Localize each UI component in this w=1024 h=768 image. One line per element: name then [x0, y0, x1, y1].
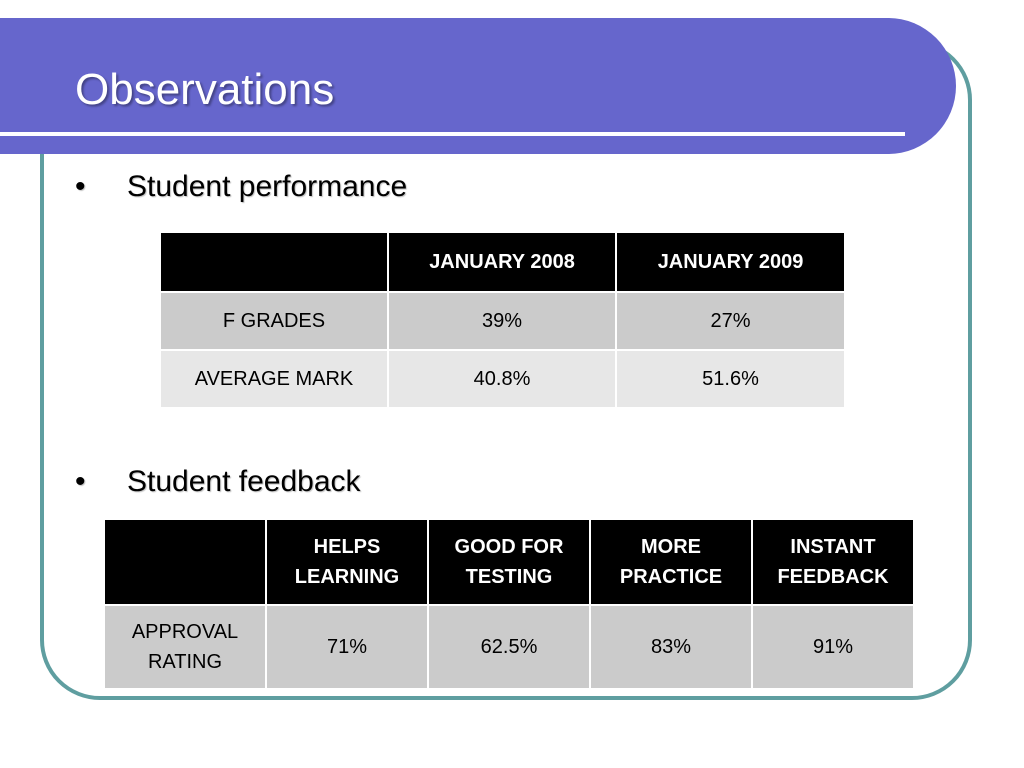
row-label: F GRADES [159, 291, 389, 351]
header-cell: INSTANT FEEDBACK [751, 518, 915, 606]
row-label: APPROVAL RATING [103, 604, 267, 690]
feedback-table: HELPS LEARNING GOOD FOR TESTING MORE PRA… [103, 518, 915, 690]
table-cell: 40.8% [387, 349, 617, 409]
title-band [0, 18, 956, 154]
table-cell: 62.5% [427, 604, 591, 690]
header-cell [103, 518, 267, 606]
table-row: AVERAGE MARK 40.8% 51.6% [159, 349, 846, 409]
header-cell [159, 231, 389, 293]
header-cell: HELPS LEARNING [265, 518, 429, 606]
table-header-row: JANUARY 2008 JANUARY 2009 [159, 231, 846, 293]
table-cell: 91% [751, 604, 915, 690]
table-header-row: HELPS LEARNING GOOD FOR TESTING MORE PRA… [103, 518, 915, 606]
table-row: APPROVAL RATING 71% 62.5% 83% 91% [103, 604, 915, 690]
table-row: F GRADES 39% 27% [159, 291, 846, 351]
table-cell: 39% [387, 291, 617, 351]
table-cell: 27% [615, 291, 846, 351]
table-cell: 83% [589, 604, 753, 690]
header-cell: GOOD FOR TESTING [427, 518, 591, 606]
bullet-marker: • [75, 170, 86, 203]
table-cell: 51.6% [615, 349, 846, 409]
slide-title: Observations [75, 65, 335, 114]
header-cell: JANUARY 2008 [387, 231, 617, 293]
performance-table: JANUARY 2008 JANUARY 2009 F GRADES 39% 2… [159, 231, 846, 409]
bullet-text: Student feedback [127, 465, 361, 498]
bullet-text: Student performance [127, 170, 408, 203]
header-cell: MORE PRACTICE [589, 518, 753, 606]
title-underline [0, 132, 905, 136]
table-cell: 71% [265, 604, 429, 690]
header-cell: JANUARY 2009 [615, 231, 846, 293]
bullet-marker: • [75, 465, 86, 498]
row-label: AVERAGE MARK [159, 349, 389, 409]
